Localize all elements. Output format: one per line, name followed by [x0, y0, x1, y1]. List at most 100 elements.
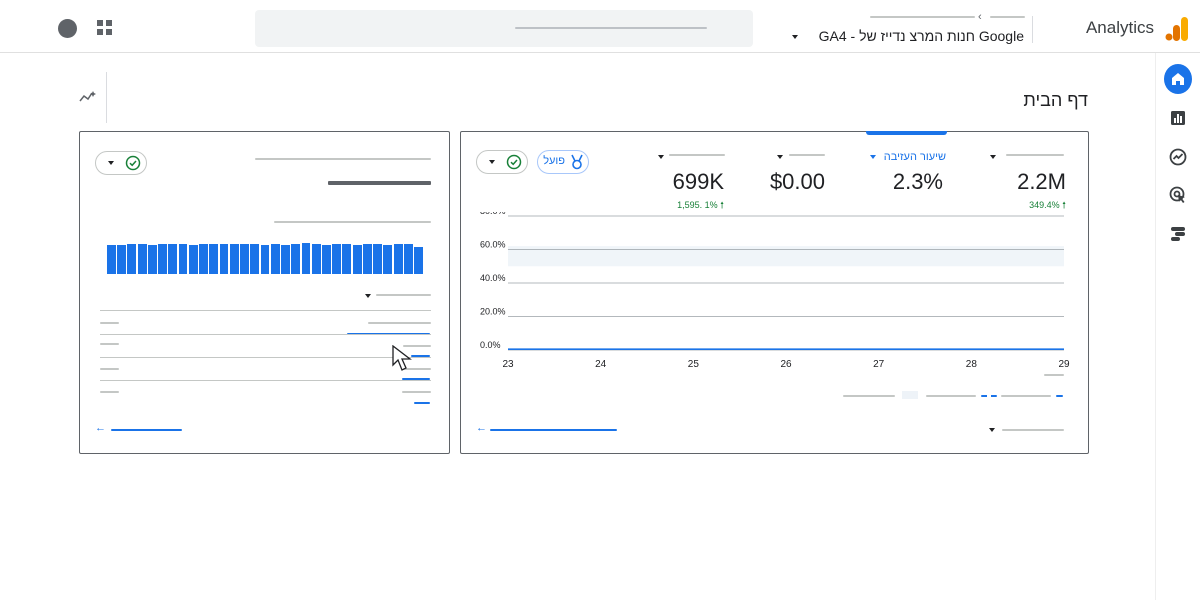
arrow-left-icon[interactable]: ← — [95, 422, 106, 434]
check-circle-icon — [125, 155, 141, 171]
realtime-status-pill[interactable] — [95, 151, 147, 175]
badge-medal-icon — [571, 154, 583, 170]
metric-change: 349.4% 🠕 — [1029, 198, 1066, 214]
metric-dropdown-icon[interactable] — [777, 155, 783, 159]
realtime-table-header-placeholder — [376, 294, 431, 296]
row-label-placeholder — [100, 391, 119, 393]
metric-change: 1,595. 1% 🠕 — [677, 198, 724, 214]
row-bar — [402, 378, 430, 380]
table-row — [100, 364, 431, 380]
realtime-bar — [352, 244, 362, 274]
apps-grid-icon[interactable] — [97, 20, 113, 36]
legend-label-current — [1001, 395, 1051, 397]
table-row — [100, 341, 431, 357]
metric-dropdown-icon[interactable] — [658, 155, 664, 159]
y-tick-label: 40.0% — [480, 273, 506, 283]
realtime-bar — [393, 243, 403, 274]
insights-icon[interactable] — [79, 90, 97, 104]
table-divider — [100, 334, 431, 335]
x-tick-label: 28 — [966, 359, 978, 370]
legend-swatch-range — [902, 391, 918, 399]
x-tick-label: 27 — [873, 359, 885, 370]
x-tick-label: 26 — [780, 359, 792, 370]
metric-value: $0.00 — [769, 169, 825, 194]
selected-metric-indicator — [866, 131, 947, 135]
metric-dropdown-icon[interactable] — [870, 155, 876, 159]
legend-line-previous — [981, 395, 997, 397]
view-report-link[interactable] — [490, 429, 617, 431]
timeframe-dropdown-icon[interactable] — [989, 428, 995, 432]
realtime-bar — [178, 244, 188, 274]
explore-icon — [1169, 148, 1187, 166]
metric-tab-bounce-rate[interactable]: שיעור העזיבה 2.3% — [862, 150, 948, 212]
ads-target-icon — [1169, 186, 1185, 203]
row-label-placeholder — [100, 368, 119, 370]
property-name: Google חנות המרצ נדייז של - GA4 — [818, 28, 1024, 44]
x-tick-label: 25 — [688, 359, 700, 370]
metric-value: 699K — [672, 169, 724, 194]
active-badge[interactable]: פועל — [537, 150, 589, 174]
search-bar[interactable] — [255, 10, 753, 47]
timeframe-selector-label[interactable] — [1002, 429, 1064, 431]
y-tick-label: 20.0% — [480, 307, 506, 317]
metric-label-placeholder — [669, 154, 725, 156]
table-divider — [100, 357, 431, 358]
nav-home[interactable] — [1164, 64, 1192, 94]
metric-label-placeholder — [789, 154, 825, 156]
realtime-bar — [240, 244, 249, 274]
metric-tab-new-users[interactable]: 699K 1,595. 1% 🠕 — [654, 150, 730, 212]
mouse-cursor-icon — [392, 345, 412, 371]
top-bar — [0, 0, 1200, 53]
arrow-up-icon: 🠕 — [1062, 200, 1066, 210]
realtime-title-placeholder — [255, 158, 431, 160]
row-label-placeholder — [100, 343, 119, 345]
realtime-bar — [291, 244, 301, 274]
arrow-up-icon: 🠕 — [720, 200, 724, 210]
row-value-placeholder — [368, 322, 431, 324]
overview-line-chart: 80.0% 60.0% 40.0% 20.0% 0.0% 29 28 27 26 25 24 23 — [480, 212, 1070, 370]
row-label-placeholder — [100, 322, 119, 324]
home-icon — [1172, 73, 1184, 85]
nav-configure[interactable] — [1164, 220, 1192, 248]
realtime-bar — [147, 244, 157, 274]
search-placeholder — [515, 27, 707, 29]
nav-reports[interactable] — [1164, 104, 1192, 132]
metric-value: 2.2M — [1017, 169, 1066, 194]
row-bar — [411, 355, 430, 357]
realtime-bar — [219, 244, 229, 274]
realtime-table-dropdown-icon[interactable] — [365, 294, 371, 298]
analytics-logo[interactable] — [1164, 16, 1190, 42]
legend-label-previous — [926, 395, 976, 397]
realtime-bar — [281, 244, 290, 274]
badge-label: פועל — [543, 155, 565, 167]
bar-chart-icon — [1171, 111, 1185, 125]
realtime-bar — [332, 244, 342, 274]
metric-dropdown-icon[interactable] — [990, 155, 996, 159]
property-dropdown-icon[interactable] — [792, 35, 798, 39]
row-bar — [414, 402, 430, 404]
realtime-bar — [137, 244, 147, 274]
breadcrumb-account-placeholder[interactable] — [990, 16, 1025, 18]
realtime-subtitle-placeholder — [328, 181, 431, 185]
x-tick-label: 24 — [595, 359, 607, 370]
y-tick-label: 80.0% — [480, 212, 506, 216]
property-selector[interactable]: Google חנות המרצ נדייז של - GA4 — [800, 28, 1024, 46]
avatar[interactable] — [58, 19, 77, 38]
realtime-bar — [158, 244, 168, 274]
table-row — [100, 318, 431, 335]
arrow-left-icon[interactable]: ← — [476, 422, 487, 434]
realtime-bar — [414, 247, 423, 274]
nav-advertising[interactable] — [1164, 181, 1192, 209]
table-divider — [100, 380, 431, 381]
realtime-bar-chart — [107, 240, 423, 274]
realtime-bar — [168, 243, 178, 274]
metric-tab-revenue[interactable]: $0.00 — [760, 150, 830, 212]
view-realtime-link[interactable] — [111, 429, 182, 431]
breadcrumb-property-placeholder[interactable] — [870, 16, 975, 18]
change-value: 1,595. 1% — [677, 200, 718, 210]
metric-tab-users[interactable]: 2.2M 349.4% 🠕 — [988, 150, 1068, 212]
y-tick-label: 0.0% — [480, 340, 501, 350]
status-pill[interactable] — [476, 150, 528, 174]
nav-explore[interactable] — [1164, 143, 1192, 171]
table-row — [100, 387, 431, 407]
